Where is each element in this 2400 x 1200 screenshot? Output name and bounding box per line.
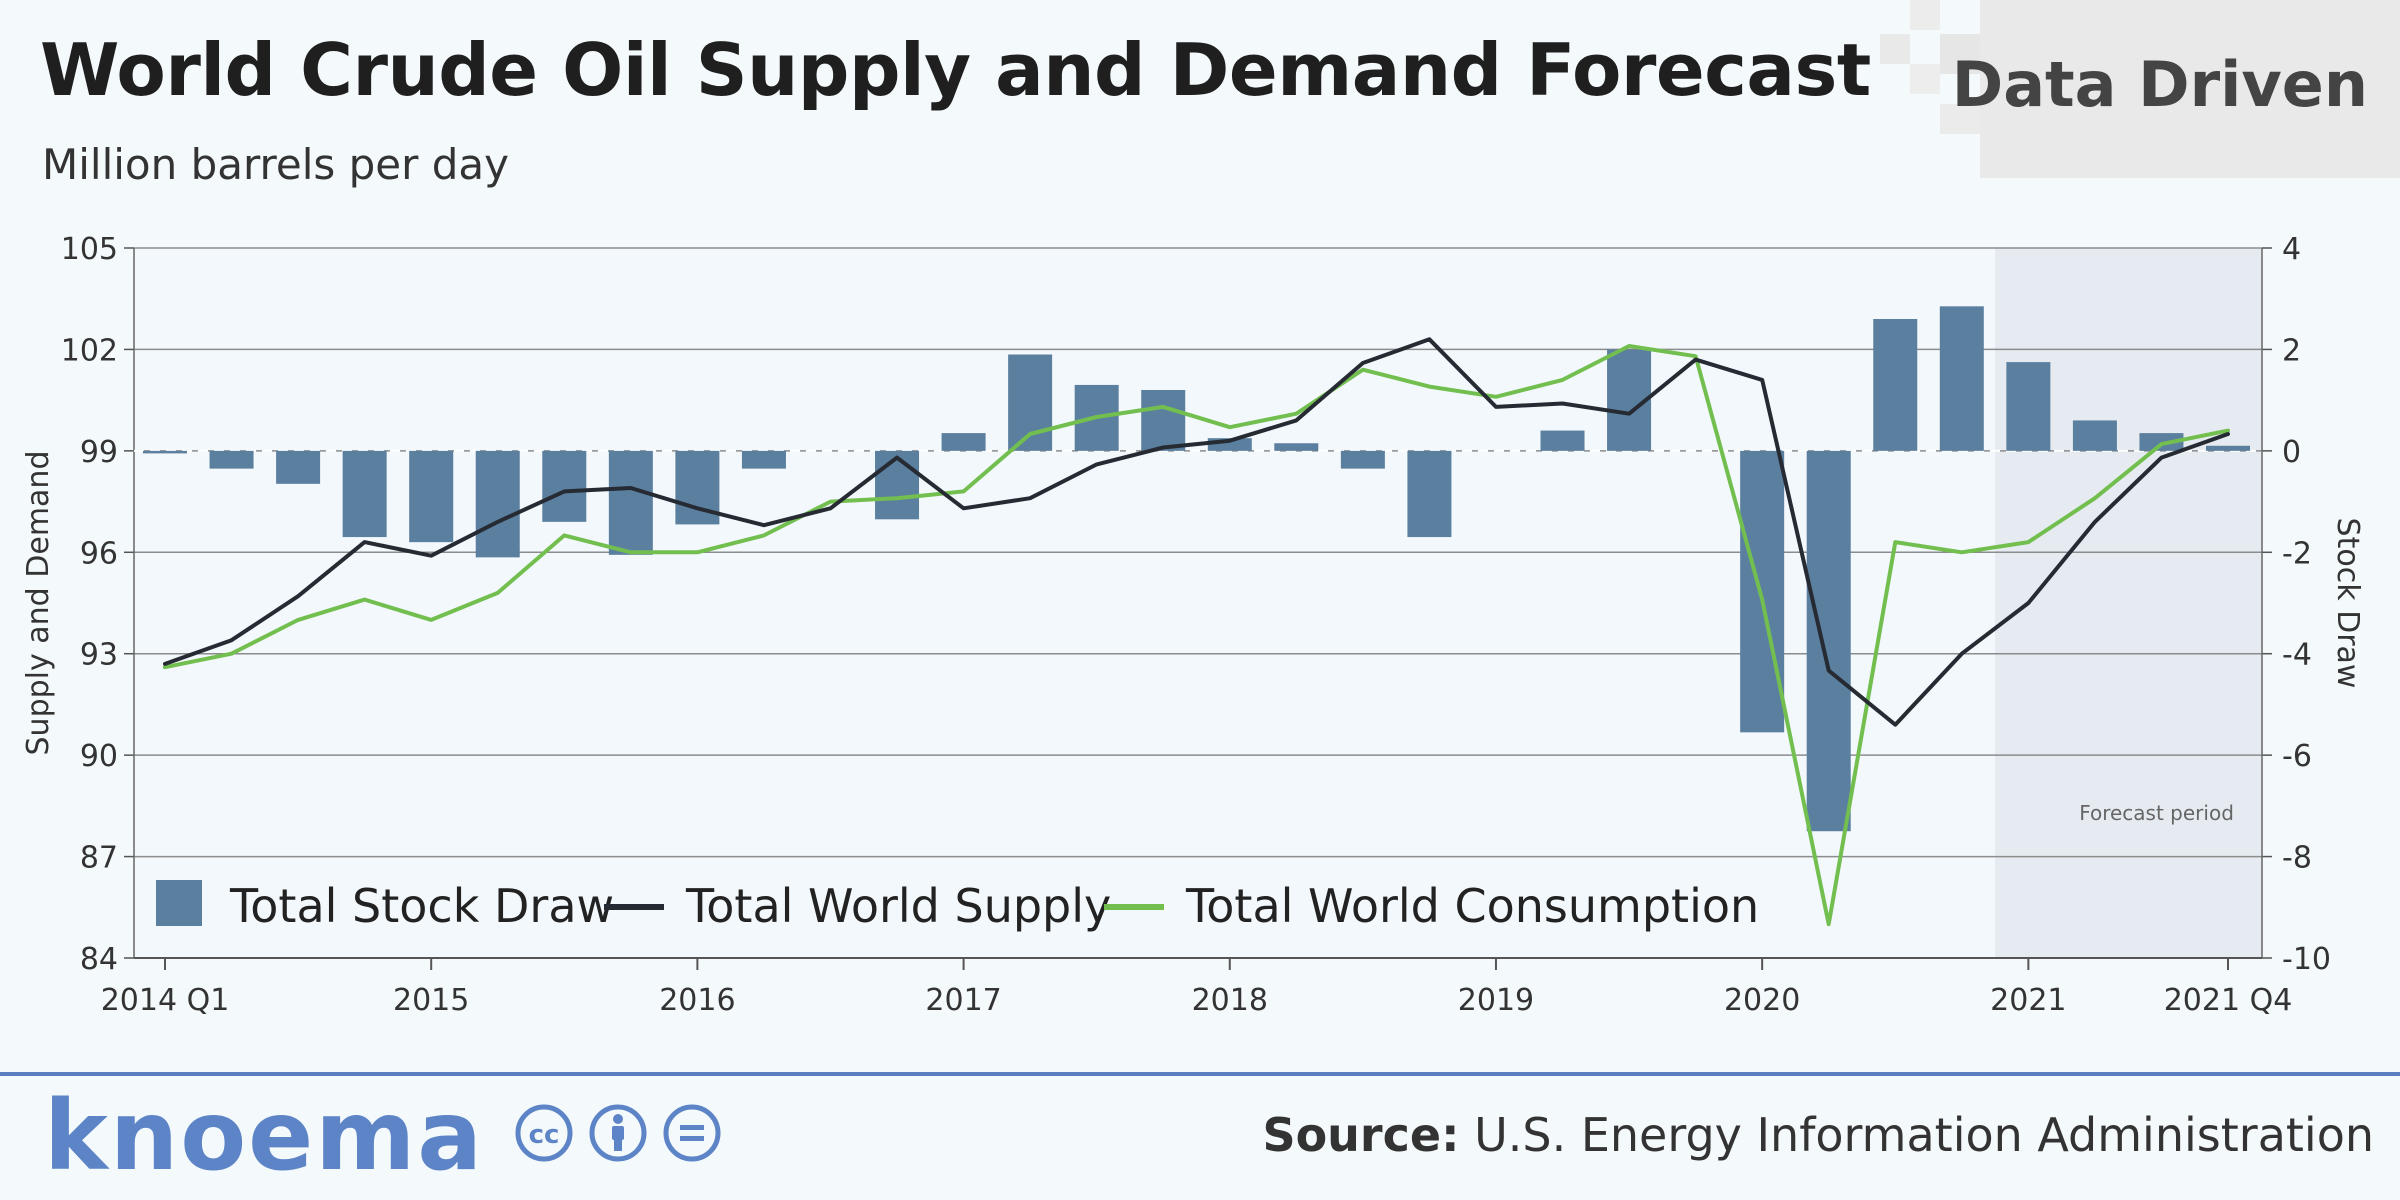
source-note: Source: U.S. Energy Information Administ… — [1262, 1108, 2374, 1162]
bar-stock-draw — [1873, 319, 1918, 451]
x-tick-label: 2021 Q4 — [2164, 983, 2293, 1018]
y2-tick-label: 4 — [2282, 232, 2301, 267]
brand-label: Data Driven — [1951, 48, 2368, 121]
bar-stock-draw — [1407, 450, 1452, 538]
legend-label-supply: Total World Supply — [685, 879, 1111, 933]
x-tick-label: 2018 — [1192, 983, 1268, 1018]
x-tick-label: 2017 — [925, 983, 1001, 1018]
y-axis-title: Supply and Demand — [21, 451, 56, 756]
bar-stock-draw — [1274, 443, 1319, 451]
legend-label-consumption: Total World Consumption — [1185, 879, 1759, 933]
forecast-label: Forecast period — [2079, 801, 2234, 825]
x-tick-label: 2015 — [393, 983, 469, 1018]
bar-stock-draw — [2139, 433, 2184, 451]
y2-tick-label: 0 — [2282, 435, 2301, 470]
cc-icon: cc — [515, 1104, 573, 1162]
y-tick-label: 99 — [80, 435, 118, 470]
bar-stock-draw — [741, 450, 786, 469]
bar-stock-draw — [1806, 450, 1851, 832]
bar-stock-draw — [2206, 445, 2250, 451]
y2-axis-title: Stock Draw — [2330, 518, 2365, 689]
brand-pattern-icon — [1880, 0, 1980, 134]
y-tick-label: 102 — [61, 333, 118, 368]
bar-stock-draw — [1740, 450, 1785, 733]
bar-stock-draw — [276, 450, 321, 484]
y-tick-label: 87 — [80, 841, 118, 876]
y2-tick-label: -2 — [2282, 536, 2312, 571]
bar-stock-draw — [2006, 362, 2051, 451]
y2-tick-label: -6 — [2282, 739, 2312, 774]
legend-swatch-stock-draw — [156, 880, 202, 926]
y2-tick-label: -4 — [2282, 638, 2312, 673]
source-label: Source: — [1262, 1108, 1460, 1162]
legend-label-stock-draw: Total Stock Draw — [229, 879, 614, 933]
svg-text:cc: cc — [529, 1120, 560, 1150]
license-icons: cc — [514, 1103, 722, 1163]
page-subtitle: Million barrels per day — [42, 140, 509, 189]
x-tick-label: 2016 — [659, 983, 735, 1018]
bar-stock-draw — [143, 450, 187, 454]
x-tick-label: 2014 Q1 — [101, 983, 230, 1018]
source-text: U.S. Energy Information Administration — [1474, 1108, 2374, 1162]
bar-stock-draw — [1340, 450, 1385, 469]
bar-stock-draw — [475, 450, 520, 558]
bar-stock-draw — [409, 450, 454, 543]
x-tick-label: 2020 — [1724, 983, 1800, 1018]
knoema-logo[interactable]: knoema — [44, 1080, 485, 1192]
bar-stock-draw — [2072, 420, 2117, 451]
y2-tick-label: 2 — [2282, 333, 2301, 368]
bar-stock-draw — [1141, 390, 1186, 451]
nd-icon — [663, 1104, 721, 1162]
bar-stock-draw — [1939, 306, 1984, 451]
y2-tick-label: -8 — [2282, 841, 2312, 876]
bar-stock-draw — [608, 450, 653, 555]
y2-tick-label: -10 — [2282, 942, 2331, 977]
line-world-supply — [163, 337, 2230, 727]
brand-box: Data Driven — [1880, 0, 2400, 178]
bar-stock-draw — [342, 450, 387, 538]
bar-stock-draw — [209, 450, 254, 469]
bar-stock-draw — [542, 450, 587, 522]
line-world-consumption — [163, 344, 2230, 927]
chart: Forecast period105102999693908784420-2-4… — [21, 232, 2365, 1018]
bar-stock-draw — [875, 450, 920, 520]
y-tick-label: 90 — [80, 739, 118, 774]
y-tick-label: 105 — [61, 232, 118, 267]
bar-stock-draw — [1540, 430, 1585, 451]
bar-stock-draw — [941, 433, 986, 451]
y-tick-label: 96 — [80, 536, 118, 571]
forecast-region — [1995, 248, 2262, 958]
x-tick-label: 2019 — [1458, 983, 1534, 1018]
y-tick-label: 93 — [80, 638, 118, 673]
footer-divider — [0, 1072, 2400, 1076]
y-tick-label: 84 — [80, 942, 118, 977]
page-title: World Crude Oil Supply and Demand Foreca… — [40, 28, 1871, 112]
by-icon — [589, 1104, 647, 1162]
x-tick-label: 2021 — [1990, 983, 2066, 1018]
